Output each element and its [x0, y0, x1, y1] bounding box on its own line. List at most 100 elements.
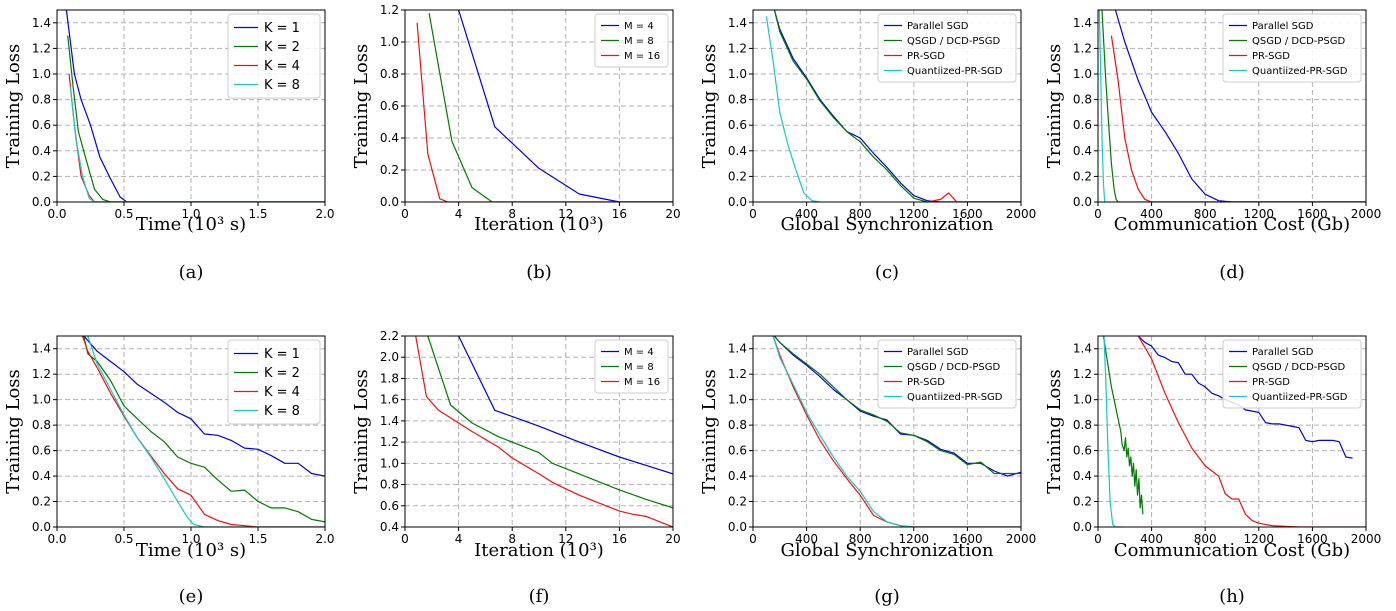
x-tick-label: 1.5 — [248, 532, 267, 546]
x-tick-label: 400 — [795, 532, 818, 546]
y-tick-label: 0.8 — [728, 418, 747, 432]
x-tick-label: 800 — [1194, 207, 1217, 221]
series-line-quantiized-pr-sgd — [1103, 336, 1125, 527]
x-tick-label: 1200 — [1244, 532, 1275, 546]
y-tick-label: 1.0 — [32, 67, 51, 81]
subfigure-caption: (d) — [1219, 262, 1245, 283]
series-group — [416, 10, 673, 202]
series-line-parallel-sgd — [1114, 10, 1366, 202]
y-tick-label: 0.2 — [1073, 495, 1092, 509]
legend-label: Parallel SGD — [907, 347, 969, 358]
x-tick-label: 20 — [665, 532, 680, 546]
legend-label: M = 4 — [624, 347, 654, 358]
legend: Parallel SGD QSGD / DCD-PSGD PR-SGD Quantii… — [877, 339, 1017, 409]
legend-label: K = 4 — [264, 59, 300, 74]
legend-label: Parallel SGD — [907, 21, 969, 32]
chart-b: 0.0 0.2 0.4 0.6 0.8 1.0 1.2 0 4 8 12 16 20 M = 4 M = 8… — [351, 3, 681, 283]
plot-frame — [56, 335, 326, 528]
y-tick-label: 2.2 — [380, 329, 399, 343]
legend-label: M = 8 — [624, 36, 654, 47]
y-tick-label: 0.2 — [728, 169, 747, 183]
y-tick-label: 0.6 — [1073, 444, 1092, 458]
legend-box — [227, 339, 321, 425]
plot-frame — [404, 335, 674, 528]
y-tick-label: 0.6 — [380, 99, 399, 113]
x-tick-label: 0.0 — [47, 207, 66, 221]
y-tick-label: 0.6 — [32, 118, 51, 132]
legend-label: PR-SGD — [907, 51, 945, 62]
legend-label: K = 1 — [264, 347, 300, 362]
series-line-qsgd-dcd-psgd — [1102, 336, 1144, 515]
y-axis-label: Training Loss — [699, 44, 720, 169]
legend: Parallel SGD QSGD / DCD-PSGD PR-SGD Quantii… — [1222, 339, 1362, 409]
x-tick-label: 0.5 — [114, 207, 133, 221]
x-tick-label: 2000 — [1006, 532, 1037, 546]
y-tick-label: 0.2 — [380, 163, 399, 177]
series-line-quantiized-pr-sgd — [772, 336, 1021, 527]
legend-box — [594, 13, 669, 68]
y-tick-label: 0.4 — [728, 144, 747, 158]
y-tick-label: 1.2 — [1073, 41, 1092, 55]
legend-label: M = 16 — [624, 377, 660, 388]
legend-label: K = 1 — [264, 21, 300, 36]
y-tick-label: 1.4 — [1073, 342, 1092, 356]
legend: M = 4 M = 8 M = 16 — [594, 13, 669, 68]
legend-label: K = 8 — [264, 78, 300, 93]
y-tick-label: 0.6 — [728, 444, 747, 458]
y-tick-label: 0.2 — [32, 495, 51, 509]
x-tick-label: 400 — [1140, 532, 1163, 546]
y-axis-label: Training Loss — [1044, 369, 1065, 494]
x-tick-label: 1600 — [952, 532, 983, 546]
y-tick-label: 0.6 — [32, 444, 51, 458]
y-tick-label: 1.6 — [380, 393, 399, 407]
y-tick-label: 0.0 — [32, 195, 51, 209]
series-line-qsgd-dcd-psgd — [773, 10, 1021, 202]
chart-h: 0.0 0.2 0.4 0.6 0.8 1.0 1.2 1.4 0 400 800 1200 1600 2… — [1044, 335, 1381, 607]
series-line-m-8 — [428, 13, 673, 202]
legend-label: K = 8 — [264, 404, 300, 419]
legend: Parallel SGD QSGD / DCD-PSGD PR-SGD Quantii… — [1222, 13, 1362, 83]
chart-f: 0.4 0.6 0.8 1.0 1.2 1.4 1.6 1.8 2.0 2.2 0 4 8 12 16 20 M… — [351, 329, 681, 607]
x-axis-label: Global Synchronization — [781, 214, 994, 235]
y-tick-label: 0.4 — [32, 144, 51, 158]
plot-frame — [752, 335, 1022, 528]
series-line-k-2 — [83, 336, 325, 523]
y-tick-label: 1.0 — [380, 456, 399, 470]
y-tick-label: 0.8 — [380, 478, 399, 492]
series-line-m-4 — [458, 10, 673, 202]
subfigure-caption: (c) — [875, 262, 899, 283]
series-group — [65, 10, 325, 202]
series-group — [81, 336, 325, 527]
y-tick-label: 0.6 — [728, 118, 747, 132]
legend-label: Quantiized-PR-SGD — [1252, 392, 1348, 403]
x-tick-label: 1200 — [899, 207, 930, 221]
y-axis-label: Training Loss — [3, 44, 24, 169]
series-group — [772, 336, 1021, 527]
y-tick-label: 0.8 — [1073, 418, 1092, 432]
series-line-pr-sgd — [1137, 336, 1366, 527]
y-tick-label: 1.0 — [728, 67, 747, 81]
subfigure-caption: (b) — [526, 262, 552, 283]
x-tick-label: 1600 — [952, 207, 983, 221]
subfigure-caption: (e) — [179, 586, 204, 607]
legend-label: M = 8 — [624, 362, 654, 373]
series-line-qsgd-dcd-psgd — [773, 336, 1021, 475]
x-tick-label: 2000 — [1006, 207, 1037, 221]
legend-box — [1222, 13, 1362, 83]
legend-label: M = 4 — [624, 21, 654, 32]
x-tick-label: 1200 — [899, 532, 930, 546]
y-tick-label: 1.0 — [380, 35, 399, 49]
x-axis-label: Communication Cost (Gb) — [1114, 214, 1350, 235]
legend-label: Parallel SGD — [1252, 347, 1314, 358]
y-axis-label: Training Loss — [699, 369, 720, 494]
y-tick-label: 1.0 — [728, 393, 747, 407]
x-tick-label: 1.0 — [181, 207, 200, 221]
y-tick-label: 0.2 — [728, 495, 747, 509]
series-line-parallel-sgd — [1137, 336, 1353, 459]
series-line-m-8 — [427, 336, 673, 509]
plot-frame — [752, 9, 1022, 203]
legend-label: QSGD / DCD-PSGD — [1252, 36, 1346, 47]
plot-frame — [1097, 9, 1367, 203]
series-group — [1102, 336, 1366, 527]
